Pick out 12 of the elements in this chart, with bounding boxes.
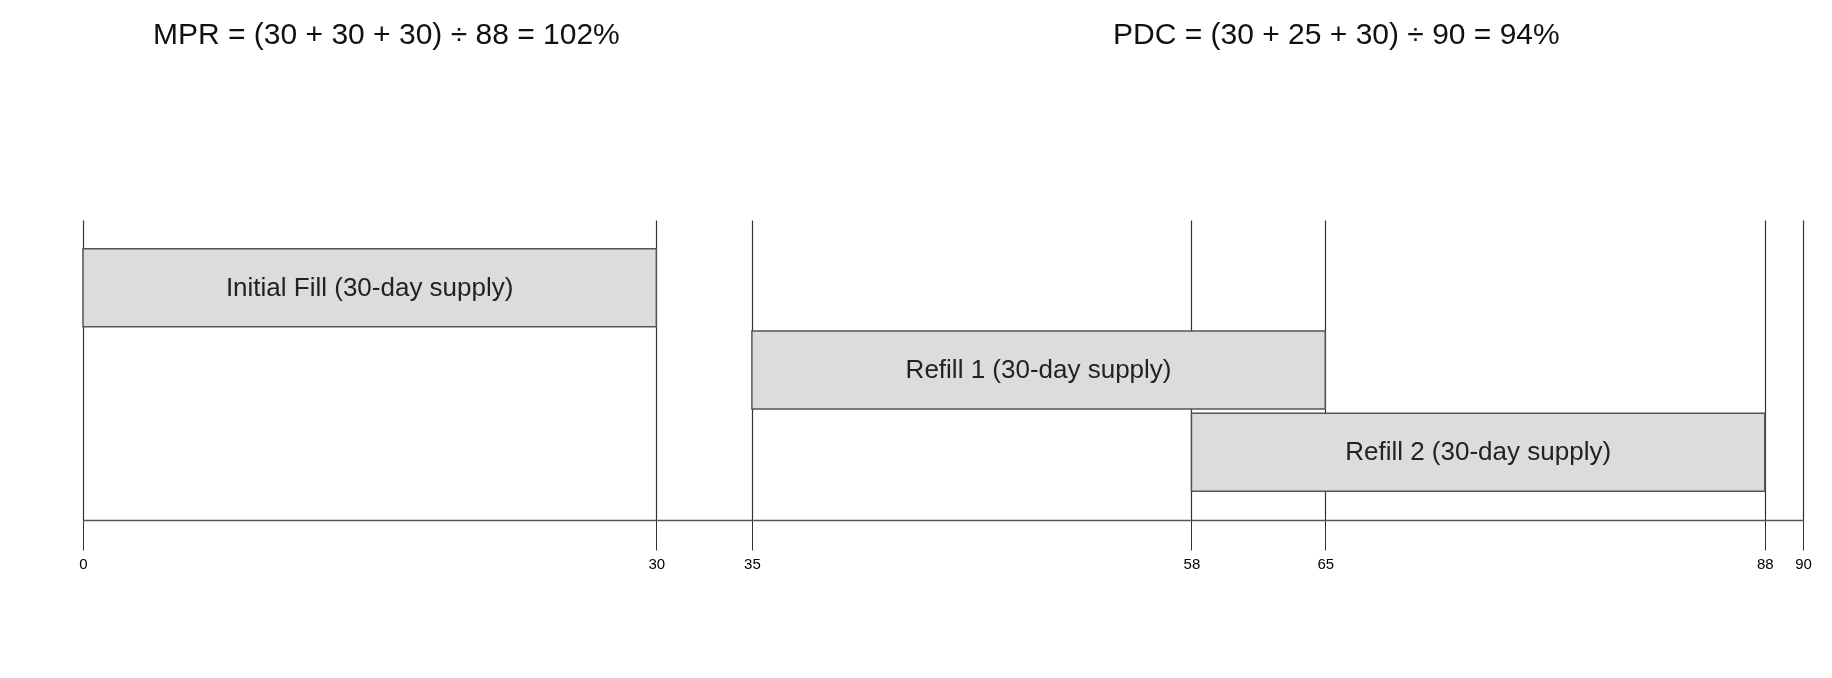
x-tick-label: 88 [1756, 554, 1774, 572]
x-tick-label: 58 [1183, 554, 1201, 572]
x-tick-label: 65 [1317, 554, 1335, 572]
x-tick-label: 30 [648, 554, 666, 572]
x-tick-label: 0 [79, 554, 88, 572]
text: PDC = (30 + 25 + 30) ÷ 90 = 94% [1113, 17, 1560, 50]
x-tick-label: 35 [744, 554, 761, 572]
y-tick-label: Refill 1 (30-day supply) [905, 354, 1172, 384]
x-tick-label: 90 [1795, 554, 1812, 572]
text: MPR = (30 + 30 + 30) ÷ 88 = 102% [153, 17, 620, 50]
y-tick-label: Initial Fill (30-day supply) [225, 271, 514, 302]
y-tick-label: Refill 2 (30-day supply) [1345, 436, 1612, 467]
